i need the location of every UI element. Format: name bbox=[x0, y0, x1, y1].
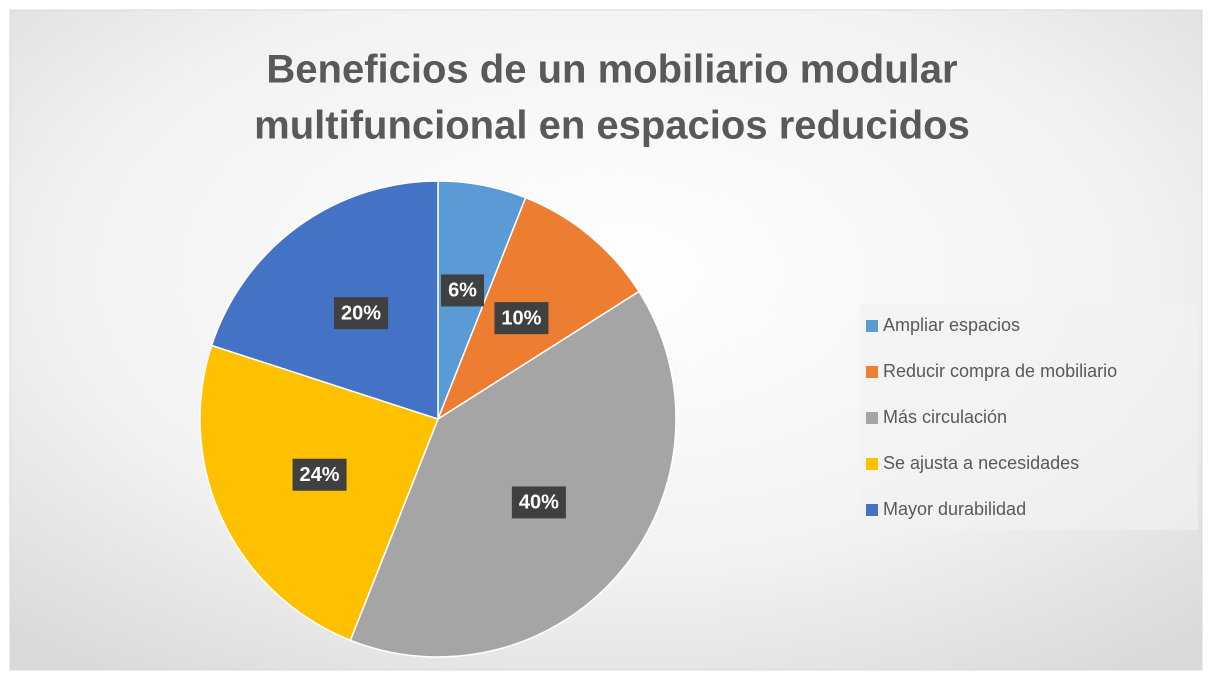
legend-swatch bbox=[866, 366, 878, 378]
legend-swatch bbox=[866, 458, 878, 470]
data-label: 20% bbox=[341, 302, 381, 324]
chart-title: Beneficios de un mobiliario modular bbox=[266, 48, 957, 92]
legend-swatch bbox=[866, 320, 878, 332]
legend-swatch bbox=[866, 504, 878, 516]
pie-slice bbox=[210, 180, 439, 421]
legend-label: Mayor durabilidad bbox=[883, 499, 1026, 519]
legend-swatch bbox=[866, 412, 878, 424]
data-label: 10% bbox=[501, 307, 541, 329]
legend-label: Reducir compra de mobiliario bbox=[883, 361, 1117, 381]
legend-label: Más circulación bbox=[883, 407, 1007, 427]
data-label: 24% bbox=[300, 464, 340, 486]
data-label-box bbox=[441, 274, 484, 307]
pie-slice bbox=[199, 344, 439, 642]
legend bbox=[860, 304, 1198, 530]
data-label: 40% bbox=[519, 492, 559, 514]
data-label: 6% bbox=[448, 280, 477, 302]
data-label-box bbox=[292, 458, 347, 491]
legend-label: Se ajusta a necesidades bbox=[883, 453, 1079, 473]
data-label-box bbox=[494, 302, 549, 335]
chart-title: multifuncional en espacios reducidos bbox=[254, 104, 970, 148]
data-label-box bbox=[511, 486, 566, 519]
legend-label: Ampliar espacios bbox=[883, 315, 1020, 335]
data-label-box bbox=[334, 297, 389, 330]
pie-slice bbox=[349, 290, 677, 658]
